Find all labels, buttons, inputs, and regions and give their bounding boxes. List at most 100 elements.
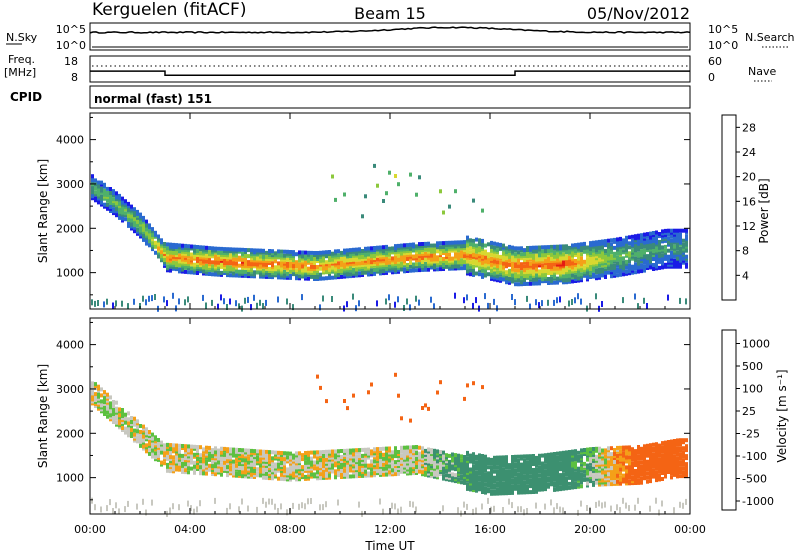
- heatmap-cell: [331, 174, 334, 179]
- heatmap-cell: [595, 268, 598, 273]
- heatmap-cell: [685, 228, 688, 233]
- heatmap-cell: [172, 292, 174, 299]
- heatmap-cell: [307, 276, 310, 281]
- heatmap-cell: [604, 448, 607, 453]
- heatmap-cell: [484, 255, 487, 260]
- heatmap-cell: [148, 441, 151, 446]
- heatmap-cell: [460, 252, 463, 257]
- heatmap-cell: [328, 461, 331, 466]
- heatmap-cell: [394, 446, 397, 451]
- heatmap-cell: [406, 243, 409, 248]
- heatmap-cell: [115, 191, 118, 196]
- heatmap-cell: [448, 252, 451, 257]
- heatmap-cell: [94, 382, 97, 387]
- heatmap-cell: [424, 403, 427, 408]
- heatmap-cell: [622, 256, 625, 261]
- heatmap-cell: [634, 270, 637, 275]
- heatmap-cell: [256, 471, 259, 476]
- heatmap-cell: [388, 446, 391, 451]
- heatmap-cell: [151, 227, 154, 232]
- heatmap-cell: [349, 272, 352, 277]
- heatmap-cell: [583, 461, 586, 466]
- heatmap-cell: [268, 267, 271, 271]
- heatmap-cell: [520, 468, 523, 473]
- heatmap-cell: [214, 272, 217, 277]
- heatmap-cell: [100, 393, 103, 398]
- heatmap-cell: [256, 506, 258, 513]
- heatmap-cell: [325, 252, 328, 257]
- heatmap-cell: [526, 508, 528, 514]
- heatmap-cell: [103, 202, 106, 207]
- heatmap-cell: [382, 446, 385, 451]
- heatmap-cell: [337, 269, 340, 274]
- heatmap-cell: [145, 509, 147, 516]
- heatmap-cell: [664, 248, 667, 253]
- heatmap-cell: [292, 453, 295, 458]
- heatmap-cell: [154, 230, 157, 235]
- heatmap-cell: [481, 260, 484, 265]
- heatmap-cell: [124, 506, 126, 513]
- heatmap-cell: [550, 244, 553, 249]
- heatmap-cell: [556, 276, 559, 281]
- heatmap-cell: [574, 449, 577, 454]
- heatmap-cell: [193, 452, 196, 457]
- heatmap-cell: [523, 258, 526, 263]
- heatmap-cell: [664, 262, 667, 267]
- heatmap-cell: [169, 469, 172, 474]
- heatmap-cell: [334, 461, 337, 466]
- heatmap-cell: [514, 268, 517, 273]
- heatmap-cell: [520, 246, 523, 251]
- heatmap-cell: [526, 484, 529, 489]
- heatmap-cell: [313, 460, 316, 465]
- heatmap-cell: [292, 304, 294, 311]
- heatmap-cell: [568, 255, 571, 260]
- heatmap-cell: [142, 424, 145, 429]
- heatmap-cell: [202, 447, 205, 452]
- heatmap-cell: [496, 248, 499, 253]
- heatmap-cell: [400, 416, 403, 421]
- heatmap-cell: [487, 266, 490, 271]
- heatmap-cell: [442, 249, 445, 253]
- heatmap-cell: [142, 223, 145, 228]
- heatmap-cell: [436, 267, 439, 272]
- heatmap-cell: [544, 253, 547, 258]
- heatmap-cell: [238, 263, 241, 268]
- heatmap-cell: [547, 245, 550, 250]
- heatmap-cell: [427, 406, 430, 411]
- heatmap-cell: [385, 446, 388, 451]
- heatmap-cell: [631, 248, 634, 253]
- heatmap-cell: [103, 301, 105, 308]
- heatmap-cell: [271, 450, 274, 455]
- heatmap-cell: [487, 487, 490, 492]
- heatmap-cell: [295, 451, 298, 456]
- heatmap-cell: [511, 294, 513, 300]
- heatmap-cell: [340, 256, 343, 261]
- heatmap-cell: [484, 472, 487, 477]
- heatmap-cell: [313, 454, 316, 459]
- heatmap-cell: [313, 450, 316, 455]
- heatmap-cell: [115, 400, 118, 405]
- heatmap-cell: [406, 445, 409, 450]
- heatmap-cell: [409, 459, 412, 464]
- heatmap-cell: [559, 296, 561, 303]
- heatmap-cell: [397, 462, 400, 466]
- heatmap-cell: [550, 499, 552, 506]
- heatmap-cell: [136, 227, 139, 232]
- heatmap-cell: [301, 250, 304, 255]
- heatmap-cell: [589, 241, 592, 246]
- heatmap-cell: [340, 274, 343, 279]
- heatmap-cell: [208, 453, 211, 458]
- heatmap-cell: [580, 242, 583, 247]
- heatmap-cell: [553, 452, 556, 456]
- heatmap-cell: [544, 469, 547, 474]
- heatmap-cell: [205, 302, 207, 309]
- heatmap-cell: [574, 249, 577, 253]
- heatmap-cell: [205, 471, 208, 476]
- heatmap-cell: [280, 457, 283, 461]
- heatmap-cell: [643, 232, 646, 237]
- heatmap-cell: [355, 454, 358, 459]
- heatmap-cell: [628, 263, 631, 268]
- heatmap-cell: [199, 251, 202, 256]
- heatmap-cell: [499, 276, 502, 281]
